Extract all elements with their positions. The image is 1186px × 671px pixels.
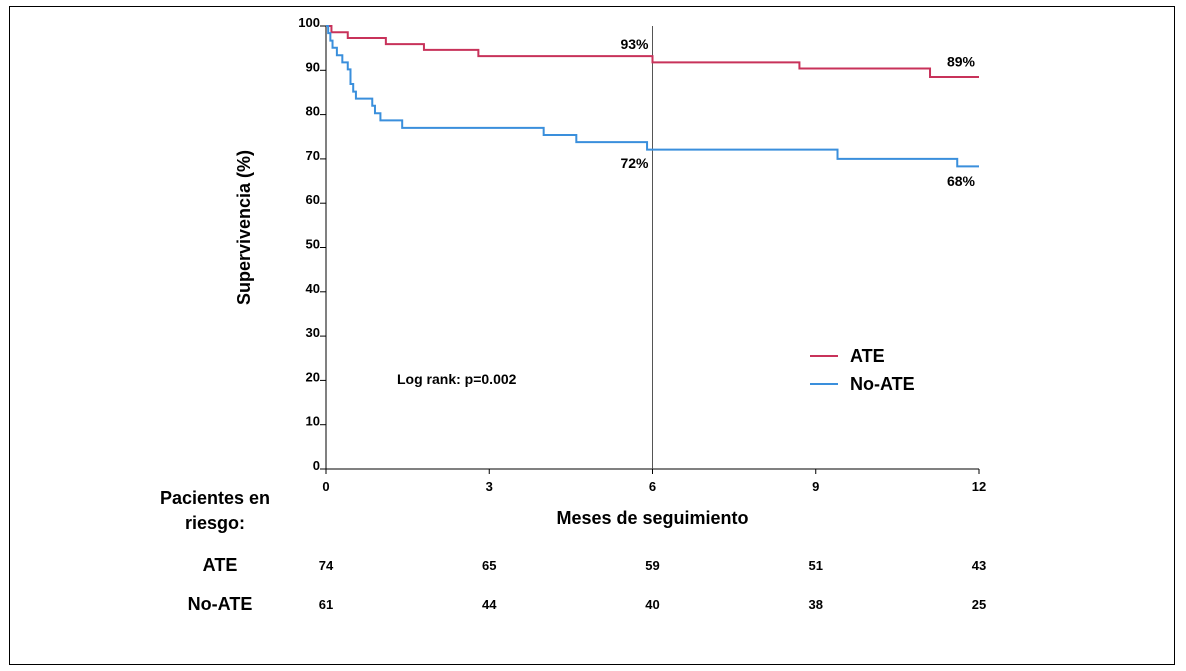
x-axis-title: Meses de seguimiento [556, 508, 748, 528]
risk-table: Pacientes en riesgo: ATE 74 65 59 51 43 No-ATE 61… [160, 488, 986, 614]
value-annotation: 72% [620, 155, 649, 171]
y-tick-label: 10 [306, 414, 320, 429]
risk-value: 74 [319, 558, 334, 573]
y-tick-label: 80 [306, 104, 320, 119]
series-line-ate [326, 25, 979, 78]
risk-table-title-2: riesgo: [185, 513, 245, 533]
risk-value: 40 [645, 597, 659, 612]
y-tick-label: 60 [306, 192, 320, 207]
value-annotation: 68% [947, 173, 976, 189]
risk-table-title: Pacientes en [160, 488, 270, 508]
risk-value: 61 [319, 597, 333, 612]
x-tick-label: 3 [486, 479, 493, 494]
risk-value: 25 [972, 597, 986, 612]
value-annotation: 93% [620, 36, 649, 52]
x-tick-label: 6 [649, 479, 656, 494]
risk-row-label: ATE [203, 555, 238, 575]
risk-value: 51 [809, 558, 823, 573]
risk-value: 59 [645, 558, 659, 573]
risk-value: 65 [482, 558, 496, 573]
series-layer [326, 25, 979, 168]
x-tick-label: 12 [972, 479, 986, 494]
risk-row-label: No-ATE [188, 594, 253, 614]
x-tick-label: 0 [322, 479, 329, 494]
legend-label-ate: ATE [850, 346, 885, 366]
y-tick-label: 90 [306, 59, 320, 74]
y-tick-label: 40 [306, 281, 320, 296]
survival-chart: 0 10 20 30 40 50 60 70 80 90 100 0 3 6 9 12 Meses de seg… [160, 15, 986, 614]
risk-value: 38 [809, 597, 823, 612]
risk-value: 43 [972, 558, 986, 573]
value-annotation: 89% [947, 54, 976, 70]
series-line-no-ate [326, 25, 979, 168]
y-axis-title: Supervivencia (%) [234, 150, 254, 305]
axes: 0 10 20 30 40 50 60 70 80 90 100 0 3 6 9 12 Meses de seg… [234, 15, 986, 528]
legend: ATE No-ATE [810, 346, 915, 394]
legend-label-no-ate: No-ATE [850, 374, 915, 394]
y-tick-label: 50 [306, 237, 320, 252]
y-tick-label: 20 [306, 369, 320, 384]
log-rank-text: Log rank: p=0.002 [397, 371, 517, 387]
y-tick-label: 70 [306, 148, 320, 163]
risk-value: 44 [482, 597, 497, 612]
x-tick-label: 9 [812, 479, 819, 494]
y-tick-label: 0 [313, 458, 320, 473]
annotations: 93% 89% 72% 68% Log rank: p=0.002 [397, 36, 976, 387]
figure-frame: 0 10 20 30 40 50 60 70 80 90 100 0 3 6 9 12 Meses de seg… [9, 6, 1175, 665]
y-tick-label: 100 [298, 15, 320, 30]
y-tick-label: 30 [306, 325, 320, 340]
